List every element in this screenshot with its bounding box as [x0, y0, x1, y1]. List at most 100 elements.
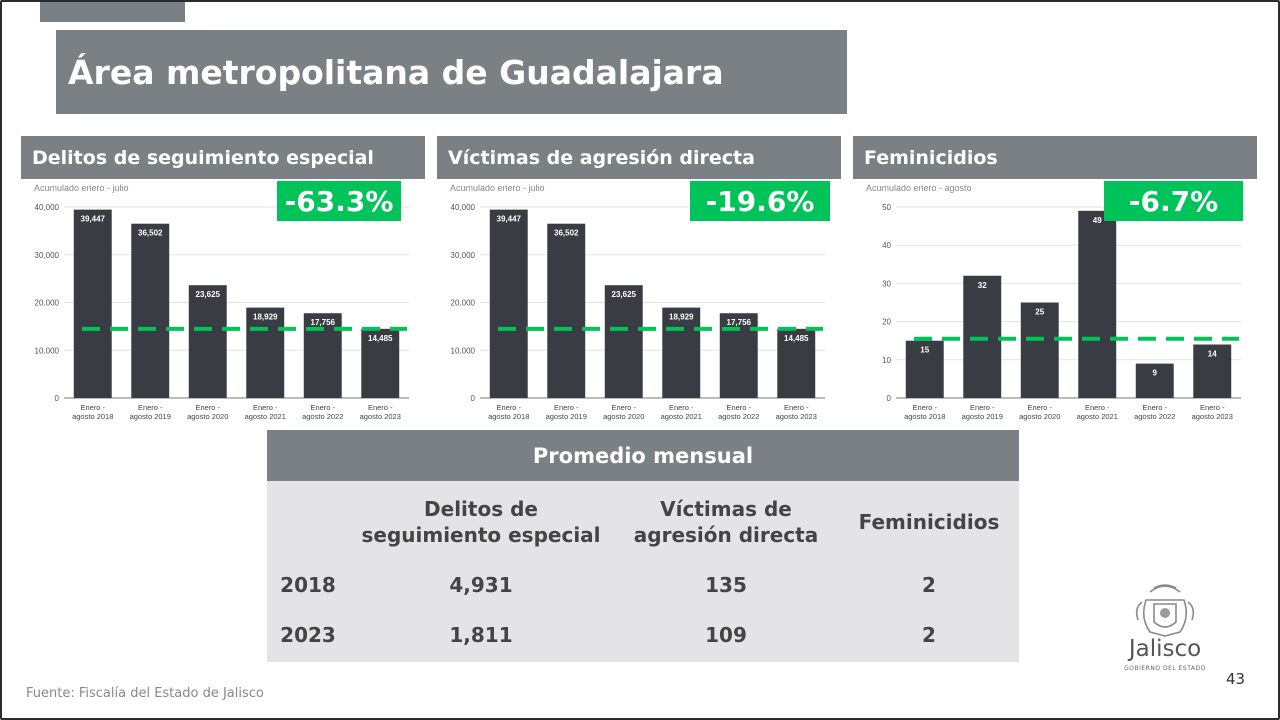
data-label: 36,502 [554, 229, 579, 238]
data-label: 23,625 [196, 290, 221, 299]
chart-title: Feminicidios [853, 136, 1257, 179]
x-tick-label: agosto 2018 [488, 412, 529, 421]
y-tick-label: 30 [882, 279, 891, 288]
bar [1193, 344, 1232, 398]
y-tick-label: 10,000 [451, 346, 476, 355]
change-badge: -19.6% [690, 181, 830, 221]
bar [604, 285, 643, 398]
data-label: 14,485 [368, 334, 393, 343]
x-tick-label: agosto 2020 [603, 412, 644, 421]
data-label: 14,485 [784, 334, 809, 343]
y-tick-label: 40 [882, 241, 891, 250]
chart-panel-victimas: Víctimas de agresión directa Acumulado e… [437, 136, 841, 426]
x-tick-label: agosto 2021 [1077, 412, 1118, 421]
x-tick-label: agosto 2023 [360, 412, 401, 421]
x-tick-label: Enero - [611, 403, 636, 412]
top-tab-decoration [40, 2, 185, 22]
x-tick-label: agosto 2021 [661, 412, 702, 421]
chart-subtitle: Acumulado enero - julio [450, 183, 545, 193]
y-tick-label: 20,000 [35, 299, 60, 308]
table-title: Promedio mensual [267, 430, 1019, 481]
chart-subtitle: Acumulado enero - agosto [866, 183, 972, 193]
x-tick-label: Enero - [1085, 403, 1110, 412]
x-tick-label: agosto 2019 [130, 412, 171, 421]
data-label: 17,756 [727, 318, 752, 327]
bar [73, 209, 112, 398]
chart-subtitle: Acumulado enero - julio [34, 183, 129, 193]
y-tick-label: 10 [882, 356, 891, 365]
x-tick-label: agosto 2022 [718, 412, 759, 421]
data-label: 32 [978, 281, 987, 290]
bar-chart-delitos: Acumulado enero - julio 0 10,000 20,000 30,0… [34, 183, 409, 421]
data-label: 39,447 [81, 215, 106, 224]
row-year: 2018 [280, 573, 336, 597]
bar [777, 328, 816, 398]
x-tick-label: Enero - [80, 403, 105, 412]
coat-of-arms-icon [1135, 584, 1195, 637]
bar [489, 209, 528, 398]
chart-title: Delitos de seguimiento especial [21, 136, 425, 179]
y-tick-label: 0 [887, 394, 892, 403]
y-tick-label: 30,000 [451, 251, 476, 260]
table-cell: 135 [705, 573, 747, 597]
x-tick-label: Enero - [726, 403, 751, 412]
data-label: 39,447 [497, 215, 522, 224]
bar [246, 307, 285, 398]
bar [1020, 302, 1059, 398]
x-tick-label: agosto 2022 [302, 412, 343, 421]
bar [547, 223, 586, 398]
data-label: 15 [920, 346, 929, 355]
x-tick-label: Enero - [138, 403, 163, 412]
chart-panel-feminicidios: Feminicidios Acumulado enero - agosto 0 10… [853, 136, 1257, 426]
data-label: 18,929 [253, 313, 278, 322]
column-header-line: Víctimas de [660, 497, 792, 521]
data-label: 9 [1153, 369, 1158, 378]
data-label: 17,756 [311, 318, 336, 327]
data-label: 23,625 [612, 290, 637, 299]
column-header-delitos: Delitos de seguimiento especial [347, 496, 615, 548]
x-tick-label: agosto 2019 [546, 412, 587, 421]
table-cell: 109 [705, 623, 747, 647]
bar [662, 307, 701, 398]
data-label: 14 [1208, 350, 1217, 359]
column-header-line: seguimiento especial [361, 523, 601, 547]
bar [361, 328, 400, 398]
column-header-line: Feminicidios [858, 510, 1000, 534]
table-cell: 4,931 [449, 573, 513, 597]
jalisco-logo: Jalisco GOBIERNO DEL ESTADO [1110, 578, 1220, 678]
y-tick-label: 20,000 [451, 299, 476, 308]
x-tick-label: Enero - [310, 403, 335, 412]
x-tick-label: agosto 2020 [1019, 412, 1060, 421]
x-tick-label: Enero - [368, 403, 393, 412]
x-tick-label: Enero - [784, 403, 809, 412]
change-badge: -6.7% [1104, 181, 1243, 221]
x-tick-label: Enero - [195, 403, 220, 412]
y-tick-label: 0 [471, 394, 476, 403]
bar [1078, 210, 1117, 398]
x-tick-label: agosto 2023 [1192, 412, 1233, 421]
x-tick-label: Enero - [1142, 403, 1167, 412]
x-tick-label: Enero - [970, 403, 995, 412]
table-cell: 2 [922, 623, 936, 647]
chart-title: Víctimas de agresión directa [437, 136, 841, 179]
x-tick-label: agosto 2020 [187, 412, 228, 421]
x-tick-label: agosto 2019 [962, 412, 1003, 421]
summary-table: Promedio mensual Delitos de seguimiento … [267, 430, 1019, 662]
x-tick-label: Enero - [912, 403, 937, 412]
x-tick-label: Enero - [554, 403, 579, 412]
table-cell: 2 [922, 573, 936, 597]
data-label: 49 [1093, 216, 1102, 225]
chart-panel-delitos: Delitos de seguimiento especial Acumulad… [21, 136, 425, 426]
column-header-feminicidios: Feminicidios [837, 509, 1021, 535]
x-tick-label: agosto 2018 [904, 412, 945, 421]
column-header-line: agresión directa [633, 523, 819, 547]
y-tick-label: 30,000 [35, 251, 60, 260]
page-title: Área metropolitana de Guadalajara [56, 30, 847, 114]
x-tick-label: agosto 2021 [245, 412, 286, 421]
column-header-victimas: Víctimas de agresión directa [617, 496, 835, 548]
logo-subtitle: GOBIERNO DEL ESTADO [1124, 665, 1206, 672]
y-tick-label: 20 [882, 318, 891, 327]
x-tick-label: Enero - [496, 403, 521, 412]
y-tick-label: 10,000 [35, 346, 60, 355]
x-tick-label: Enero - [253, 403, 278, 412]
